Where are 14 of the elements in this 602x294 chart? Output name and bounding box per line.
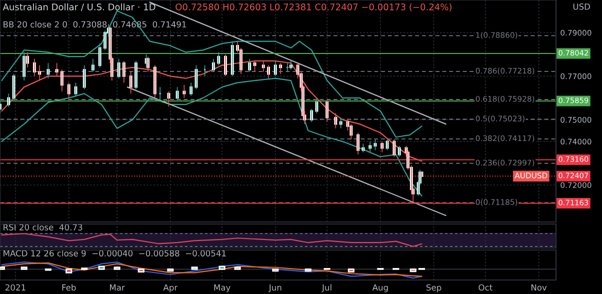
text: USD <box>573 3 590 10</box>
x-tick-label: Nov <box>531 284 547 291</box>
x-tick-label: Jun <box>268 284 282 292</box>
x-tick-label: Apr <box>163 284 178 292</box>
x-tick-label: Oct <box>478 284 492 291</box>
x-tick-label: Mar <box>110 284 125 291</box>
x-tick-label: 2021 <box>6 284 26 291</box>
x-tick-label: Feb <box>62 284 76 291</box>
x-tick-label: Sep <box>426 284 442 292</box>
x-tick-label: Aug <box>372 284 388 292</box>
chart-subtitle: O0.72580 H0.72603 L0.72381 C0.72407 −0.00173 (−0.24%) <box>176 3 452 12</box>
x-tick-label: May <box>214 284 230 292</box>
chart-title: Australian Dollar / U.S. Dollar · 1D <box>2 3 156 12</box>
x-tick-label: Jul <box>322 284 332 292</box>
